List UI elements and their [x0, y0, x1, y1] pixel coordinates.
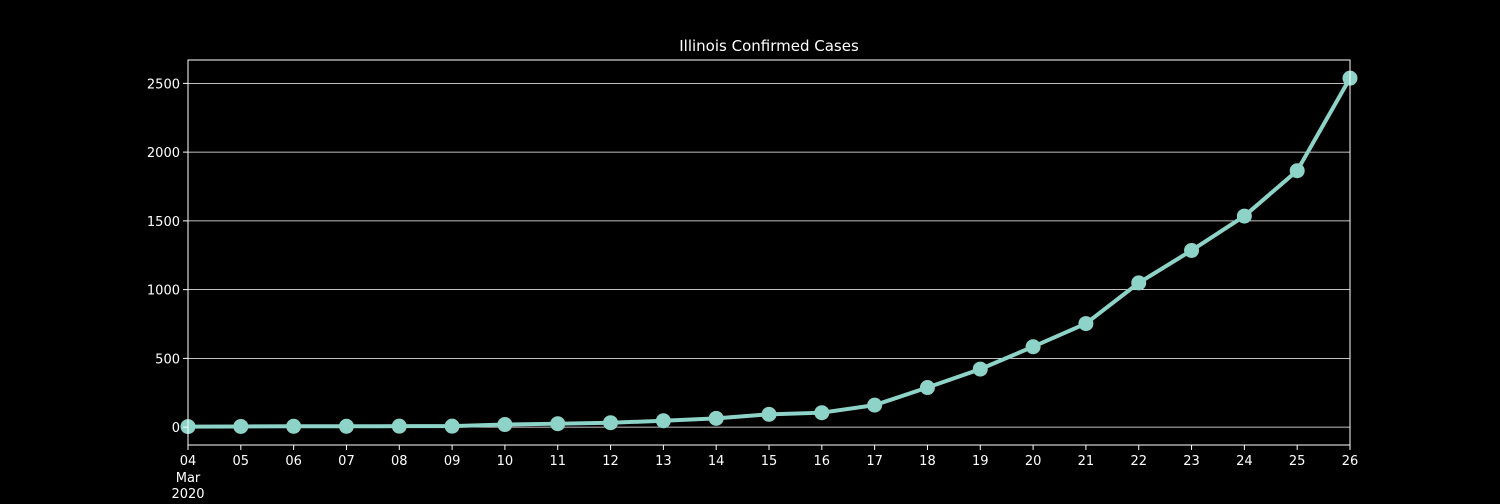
x-tick-label: 08	[391, 454, 408, 469]
x-tick-label: 05	[233, 454, 250, 469]
data-point	[391, 418, 407, 434]
data-point	[919, 380, 935, 396]
data-point	[1236, 208, 1252, 224]
data-point	[497, 417, 513, 433]
x-tick-sublabel: Mar	[176, 471, 201, 486]
data-point	[1131, 275, 1147, 291]
x-tick-label: 10	[497, 454, 514, 469]
data-point	[814, 405, 830, 421]
x-tick-label: 06	[285, 454, 302, 469]
data-point	[867, 397, 883, 413]
data-point	[1184, 242, 1200, 258]
data-point	[1025, 339, 1041, 355]
x-tick-sublabel: 2020	[171, 487, 204, 500]
x-tick-label: 16	[814, 454, 831, 469]
data-point	[655, 413, 671, 429]
gridlines	[188, 82, 1350, 428]
chart-title: Illinois Confirmed Cases	[679, 37, 859, 55]
y-tick-label: 2500	[147, 77, 180, 92]
x-tick-label: 19	[972, 454, 989, 469]
x-tick-label: 15	[761, 454, 778, 469]
series-line	[186, 76, 1352, 429]
plot-frame	[187, 59, 1351, 446]
y-tick-label: 2000	[147, 146, 180, 161]
x-tick-label: 23	[1183, 454, 1200, 469]
x-tick-label: 25	[1289, 454, 1306, 469]
x-tick-label: 13	[655, 454, 672, 469]
x-tick-label: 09	[444, 454, 461, 469]
x-tick-label: 04	[180, 454, 197, 469]
y-tick-label: 1500	[147, 215, 180, 230]
data-point	[338, 418, 354, 434]
data-point	[603, 415, 619, 431]
data-point	[1289, 163, 1305, 179]
x-tick-label: 17	[866, 454, 883, 469]
x-tick-label: 26	[1342, 454, 1359, 469]
x-tick-label: 07	[338, 454, 355, 469]
data-point	[286, 418, 302, 434]
data-point	[972, 361, 988, 377]
axes: 0 500 1000 1500 2000 2500 04 05 06 07 08 09 10 11 12 13…	[147, 77, 1359, 502]
x-tick-label: 11	[549, 454, 566, 469]
data-point	[761, 406, 777, 422]
data-point	[708, 410, 724, 426]
x-tick-label: 24	[1236, 454, 1253, 469]
x-tick-label: 21	[1078, 454, 1095, 469]
y-tick-label: 0	[172, 421, 180, 436]
x-tick-label: 14	[708, 454, 725, 469]
x-tick-label: 12	[602, 454, 619, 469]
x-tick-label: 20	[1025, 454, 1042, 469]
data-point	[233, 418, 249, 434]
data-point	[1078, 316, 1094, 332]
data-point	[550, 416, 566, 432]
series-group	[180, 70, 1358, 435]
x-tick-label: 18	[919, 454, 936, 469]
data-point	[444, 418, 460, 434]
y-tick-label: 500	[155, 352, 180, 367]
x-tick-label: 22	[1130, 454, 1147, 469]
y-tick-label: 1000	[147, 284, 180, 299]
